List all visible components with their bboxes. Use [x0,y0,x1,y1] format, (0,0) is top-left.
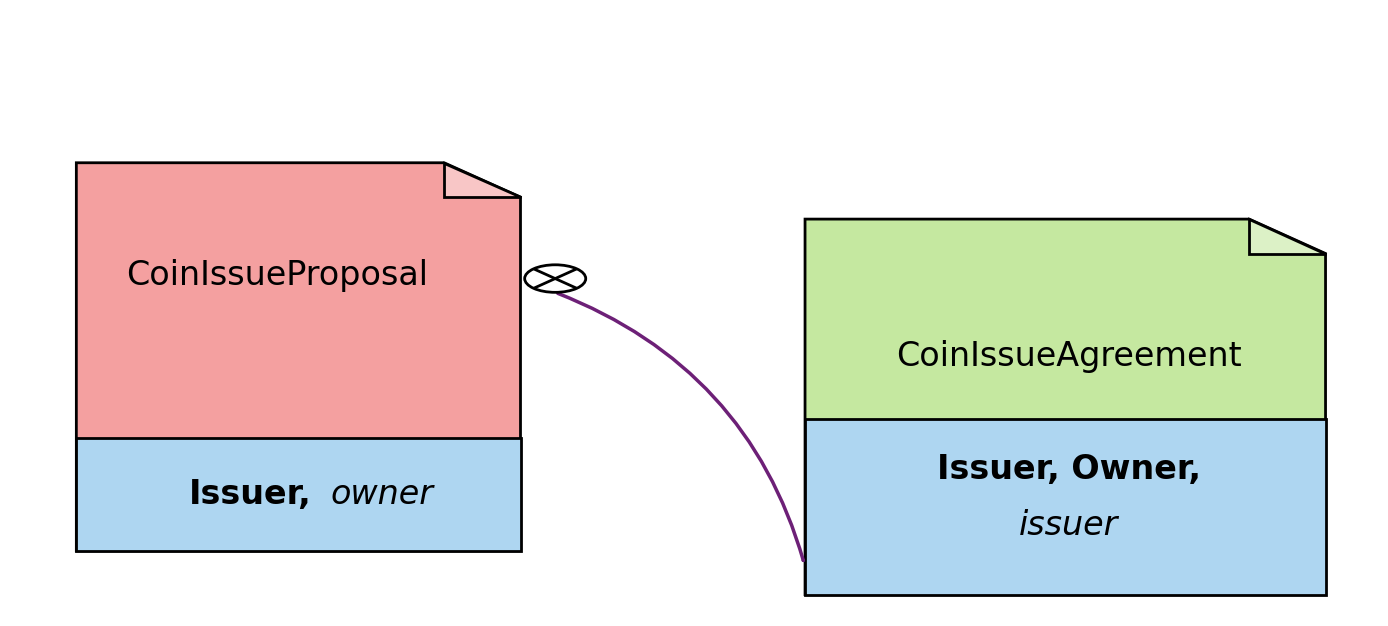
FancyArrowPatch shape [558,294,804,560]
Polygon shape [444,163,520,197]
Text: CoinIssueProposal: CoinIssueProposal [126,259,429,292]
Text: owner: owner [330,478,433,511]
Polygon shape [1249,219,1326,254]
Text: issuer: issuer [1019,510,1119,542]
Text: CoinIssueAgreement: CoinIssueAgreement [895,341,1242,373]
Polygon shape [76,163,520,551]
Text: Issuer, Owner,: Issuer, Owner, [937,453,1201,486]
Polygon shape [805,219,1326,595]
Text: Issuer,: Issuer, [189,478,311,511]
Bar [805,419,1326,595]
Bar [76,438,520,551]
